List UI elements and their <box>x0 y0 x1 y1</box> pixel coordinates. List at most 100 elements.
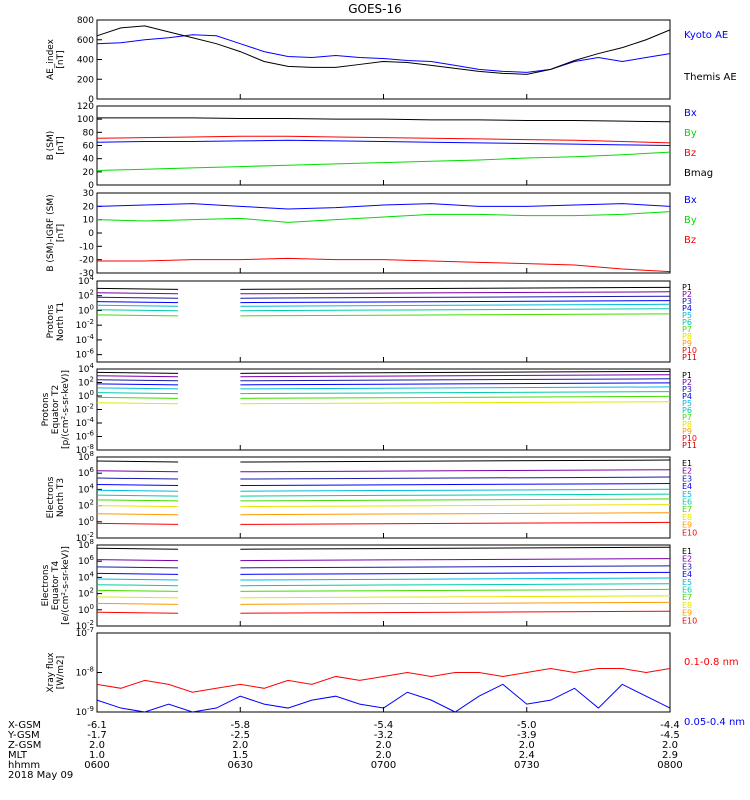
channel-label: E7 <box>682 593 692 602</box>
y-tick-label: 108 <box>78 538 94 551</box>
y-axis-label: Equator T4 <box>51 561 61 611</box>
channel-label: P8 <box>682 332 692 341</box>
channel-label: P1 <box>682 371 692 380</box>
y-axis-label: Electrons <box>46 476 56 518</box>
channel-line <box>96 387 179 390</box>
channel-line <box>240 308 671 312</box>
y-axis-label: Electrons <box>41 564 51 606</box>
y-tick-label: 0 <box>88 181 94 191</box>
channel-label: P4 <box>682 392 692 401</box>
legend-entry: Bmag <box>684 168 713 179</box>
y-tick-label: -30 <box>79 269 94 279</box>
channel-label: P10 <box>682 434 697 443</box>
x-axis-value: -5.8 <box>230 720 250 731</box>
channel-line <box>240 546 671 550</box>
channel-line <box>240 610 671 614</box>
channel-label: P4 <box>682 304 692 313</box>
channel-line <box>240 601 671 605</box>
channel-line <box>96 371 179 374</box>
y-tick-label: 100 <box>78 303 94 316</box>
series-line <box>96 668 671 693</box>
legend-entry: By <box>684 128 697 139</box>
channel-line <box>240 401 671 405</box>
x-axis-value: 2.9 <box>662 750 678 761</box>
x-axis-value: 0630 <box>228 760 253 771</box>
y-tick-label: 30 <box>83 189 95 199</box>
y-tick-label: 40 <box>83 155 95 165</box>
y-axis-label: [nT] <box>56 136 66 154</box>
channel-line <box>240 583 671 587</box>
channel-label: E6 <box>682 498 692 507</box>
channel-line <box>96 572 179 575</box>
x-axis-value: -6.1 <box>87 720 107 731</box>
x-axis-value: 0730 <box>514 760 539 771</box>
channel-line <box>240 303 671 307</box>
channel-label: P10 <box>682 346 697 355</box>
data-gap <box>178 546 241 625</box>
channel-line <box>96 499 179 502</box>
channel-label: P2 <box>682 290 692 299</box>
series-line <box>96 151 671 172</box>
panel-frame <box>96 632 671 713</box>
data-gap <box>178 370 241 449</box>
channel-label: E8 <box>682 601 692 610</box>
y-tick-label: 10 <box>83 216 95 226</box>
y-tick-label: 20 <box>83 202 95 212</box>
channel-line <box>96 292 179 295</box>
channel-line <box>240 512 671 516</box>
series-line <box>96 139 671 146</box>
y-tick-label: 80 <box>83 128 95 138</box>
channel-line <box>240 469 671 473</box>
channel-line <box>240 286 671 290</box>
channel-line <box>240 571 671 575</box>
channel-line <box>96 513 179 516</box>
y-tick-label: 20 <box>83 168 95 178</box>
channel-label: P11 <box>682 441 697 450</box>
y-axis-label: B (SM) <box>46 131 56 161</box>
channel-line <box>240 577 671 581</box>
channel-label: E6 <box>682 586 692 595</box>
channel-line <box>240 313 671 317</box>
x-axis-value: 0800 <box>657 760 682 771</box>
channel-label: P9 <box>682 339 692 348</box>
y-tick-label: 102 <box>78 289 94 302</box>
x-axis-value: 0700 <box>371 760 396 771</box>
channel-label: E10 <box>682 616 697 625</box>
y-axis-label: North T1 <box>56 302 66 341</box>
channel-line <box>240 504 671 508</box>
y-tick-label: 104 <box>78 570 94 583</box>
channel-label: E9 <box>682 609 692 618</box>
y-tick-label: 100 <box>78 603 94 616</box>
channel-line <box>240 382 671 386</box>
y-tick-label: 102 <box>78 376 94 389</box>
y-tick-label: 10-2 <box>76 531 94 544</box>
channel-line <box>96 505 179 508</box>
y-axis-label: Protons <box>46 304 56 338</box>
x-axis-value: 2.4 <box>519 750 535 761</box>
channel-label: E4 <box>682 482 692 491</box>
channel-line <box>240 588 671 592</box>
channel-line <box>96 611 179 614</box>
x-axis-row-label: hhmm <box>8 760 40 771</box>
y-tick-label: 100 <box>78 515 94 528</box>
y-tick-label: 10-2 <box>76 619 94 632</box>
channel-line <box>96 396 179 399</box>
y-tick-label: 200 <box>77 75 94 85</box>
channel-line <box>240 374 671 378</box>
legend-entry: Bz <box>684 235 696 246</box>
channel-label: P3 <box>682 297 692 306</box>
y-tick-label: 600 <box>77 36 94 46</box>
channel-label: E4 <box>682 570 692 579</box>
legend-entry: Themis AE <box>683 72 737 83</box>
channel-label: P7 <box>682 325 692 334</box>
panel-frame <box>96 19 671 100</box>
channel-line <box>96 484 179 487</box>
y-tick-label: -20 <box>79 256 94 266</box>
channel-line <box>240 295 671 299</box>
channel-line <box>240 378 671 382</box>
channel-label: E3 <box>682 474 692 483</box>
legend-entry: Bx <box>684 108 697 119</box>
x-axis-row-label: X-GSM <box>8 720 41 731</box>
channel-line <box>96 559 179 562</box>
